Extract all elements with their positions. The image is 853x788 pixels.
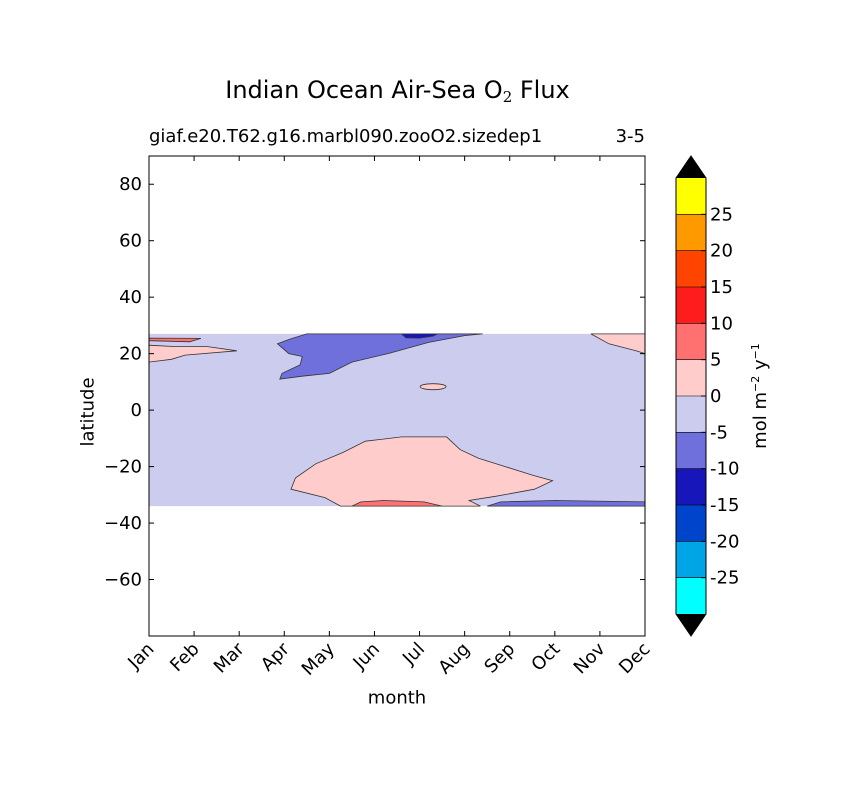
plot-frame: [148, 155, 646, 637]
colorbar-segment: [676, 359, 706, 396]
colorbar-tick-label: 0: [710, 386, 721, 407]
colorbar-tick-label: 10: [710, 313, 733, 334]
region-northern-negative-band: [276, 333, 483, 380]
x-tick-label: Oct: [527, 639, 564, 676]
region-northern-strong-negative: [400, 333, 438, 339]
title-suffix: Flux: [519, 76, 570, 104]
colorbar-outline: [675, 155, 707, 637]
chart-title: Indian Ocean Air-Sea O2 Flux: [0, 76, 795, 106]
plot-fills: [148, 333, 646, 507]
y-tick-label: 20: [119, 344, 142, 365]
x-tick-label: Jan: [123, 639, 158, 674]
x-tick-label: Aug: [434, 639, 474, 679]
region-jan-positive: [148, 333, 237, 363]
title-text: Indian Ocean Air-Sea O: [225, 76, 503, 104]
colorbar-tick-label: -25: [710, 568, 739, 589]
colorbar-segment: [676, 287, 706, 324]
x-tick-label: Sep: [480, 639, 519, 678]
colorbar-segment: [676, 396, 706, 433]
colorbar-tick-label: 5: [710, 350, 721, 371]
x-tick-label: Feb: [166, 639, 203, 676]
x-tick-label: May: [298, 638, 339, 679]
colorbar-segment: [676, 178, 706, 215]
colorbar-tick-label: -20: [710, 531, 739, 552]
region-dec-positive: [590, 333, 646, 355]
y-tick-label: 0: [131, 400, 142, 421]
y-tick-label: −40: [104, 513, 142, 534]
colorbar-segment: [676, 432, 706, 469]
y-tick-label: 40: [119, 287, 142, 308]
colorbar-tick-label: -5: [710, 422, 728, 443]
title-subscript: 2: [502, 88, 513, 106]
colorbar-segment: [676, 505, 706, 542]
colorbar-extend-top: [676, 156, 706, 178]
region-southern-strong-positive: [351, 500, 443, 507]
colorbar-tick-label: -10: [710, 459, 739, 480]
colorbar-segment: [676, 468, 706, 505]
colorbar-segment: [676, 577, 706, 614]
colorbar-ticks: 25 20 15 10 5 0 -5 -10 -15 -20 -25: [701, 204, 739, 589]
colorbar-tick-label: 15: [710, 277, 733, 298]
y-axis-ticks: 80 60 40 20 0 −20 −40 −60: [104, 174, 645, 591]
x-tick-label: Mar: [210, 638, 249, 677]
y-tick-label: −60: [104, 570, 142, 591]
x-tick-label: Nov: [570, 638, 610, 678]
x-tick-label: Jun: [349, 639, 384, 674]
x-axis-label: month: [367, 687, 427, 709]
colorbar-tick-label: -15: [710, 495, 739, 516]
subtitle-depth-range: 3-5: [615, 126, 645, 147]
region-jul-positive-island: [419, 383, 447, 391]
y-tick-label: 80: [119, 174, 142, 195]
colorbar-extend-bottom: [676, 614, 706, 636]
region-southern-positive-lobe: [290, 436, 554, 507]
subtitle-case-name: giaf.e20.T62.g16.marbl090.zooO2.sizedep1: [149, 126, 543, 147]
colorbar: [675, 155, 707, 637]
y-tick-label: 60: [119, 231, 142, 252]
colorbar-segment: [676, 250, 706, 287]
y-tick-label: −20: [104, 457, 142, 478]
x-tick-label: Jul: [398, 639, 429, 670]
x-tick-label: Dec: [615, 639, 654, 678]
region-southern-negative-band: [487, 500, 646, 507]
colorbar-tick-label: 25: [710, 204, 733, 225]
colorbar-tick-label: 20: [710, 241, 733, 262]
colorbar-segment: [676, 323, 706, 360]
colorbar-segment: [676, 541, 706, 578]
x-tick-label: Apr: [257, 638, 294, 675]
colorbar-segment: [676, 214, 706, 251]
